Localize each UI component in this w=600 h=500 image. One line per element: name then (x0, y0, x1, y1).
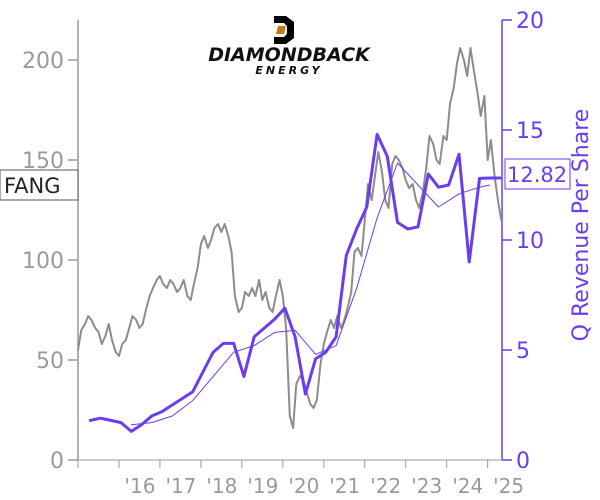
x-tick-label: '20 (288, 474, 319, 498)
series-layer (77, 47, 503, 433)
left-tick-label: 200 (22, 49, 64, 74)
right-tick-label: 15 (516, 119, 544, 144)
right-axis-ticks: 0 5 10 15 20 (502, 9, 544, 474)
revenue-series-line (88, 132, 502, 433)
price-series-line (77, 47, 503, 429)
x-tick-label: '25 (493, 474, 524, 498)
x-tick-label: '21 (329, 474, 360, 498)
right-tick-label: 20 (516, 9, 544, 34)
logo-emblem-icon (274, 16, 294, 44)
current-value-label: 12.82 (504, 158, 571, 190)
diamondback-logo: DIAMONDBACK ENERGY (208, 16, 371, 77)
current-value-text: 12.82 (507, 163, 567, 187)
left-tick-label: 0 (50, 449, 64, 474)
right-tick-label: 10 (516, 229, 544, 254)
right-tick-label: 0 (516, 449, 530, 474)
ticker-label-box (0, 169, 79, 201)
logo-line1: DIAMONDBACK (208, 44, 371, 66)
logo-line2: ENERGY (255, 64, 322, 77)
right-axis-label: Q Revenue Per Share (569, 109, 594, 342)
x-tick-label: '24 (452, 474, 483, 498)
x-axis-ticks: '16 '17 '18 '19 '20 '21 '22 '23 '24 '25 (77, 460, 524, 498)
right-tick-label: 5 (516, 339, 530, 364)
left-tick-label: 100 (22, 249, 64, 274)
x-tick-label: '22 (370, 474, 401, 498)
revenue-moving-average-line (130, 162, 491, 426)
ticker-label: FANG (0, 169, 79, 201)
ticker-text: FANG (4, 174, 61, 198)
left-tick-label: 50 (36, 349, 64, 374)
x-tick-label: '18 (206, 474, 237, 498)
current-value-box (504, 158, 571, 190)
x-tick-label: '19 (247, 474, 278, 498)
x-tick-label: '16 (124, 474, 155, 498)
x-tick-label: '23 (411, 474, 442, 498)
x-tick-label: '17 (165, 474, 196, 498)
